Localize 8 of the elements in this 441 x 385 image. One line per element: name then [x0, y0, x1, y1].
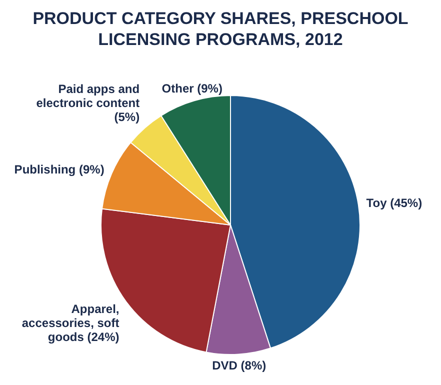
- chart-title: PRODUCT CATEGORY SHARES, PRESCHOOL LICENSING PROGRAMS, 2012: [32, 8, 410, 51]
- data-label: (5%): [114, 110, 140, 124]
- slice-label: Apparel, accessories, soft goods (24%): [22, 302, 120, 344]
- slice-label: DVD (8%): [212, 358, 266, 373]
- slice-label: Other (9%): [162, 81, 222, 96]
- slice-label: Publishing (9%): [14, 162, 104, 177]
- slice-label: Paid apps and electronic content: [36, 82, 140, 110]
- slice-label: Toy (45%): [366, 196, 422, 210]
